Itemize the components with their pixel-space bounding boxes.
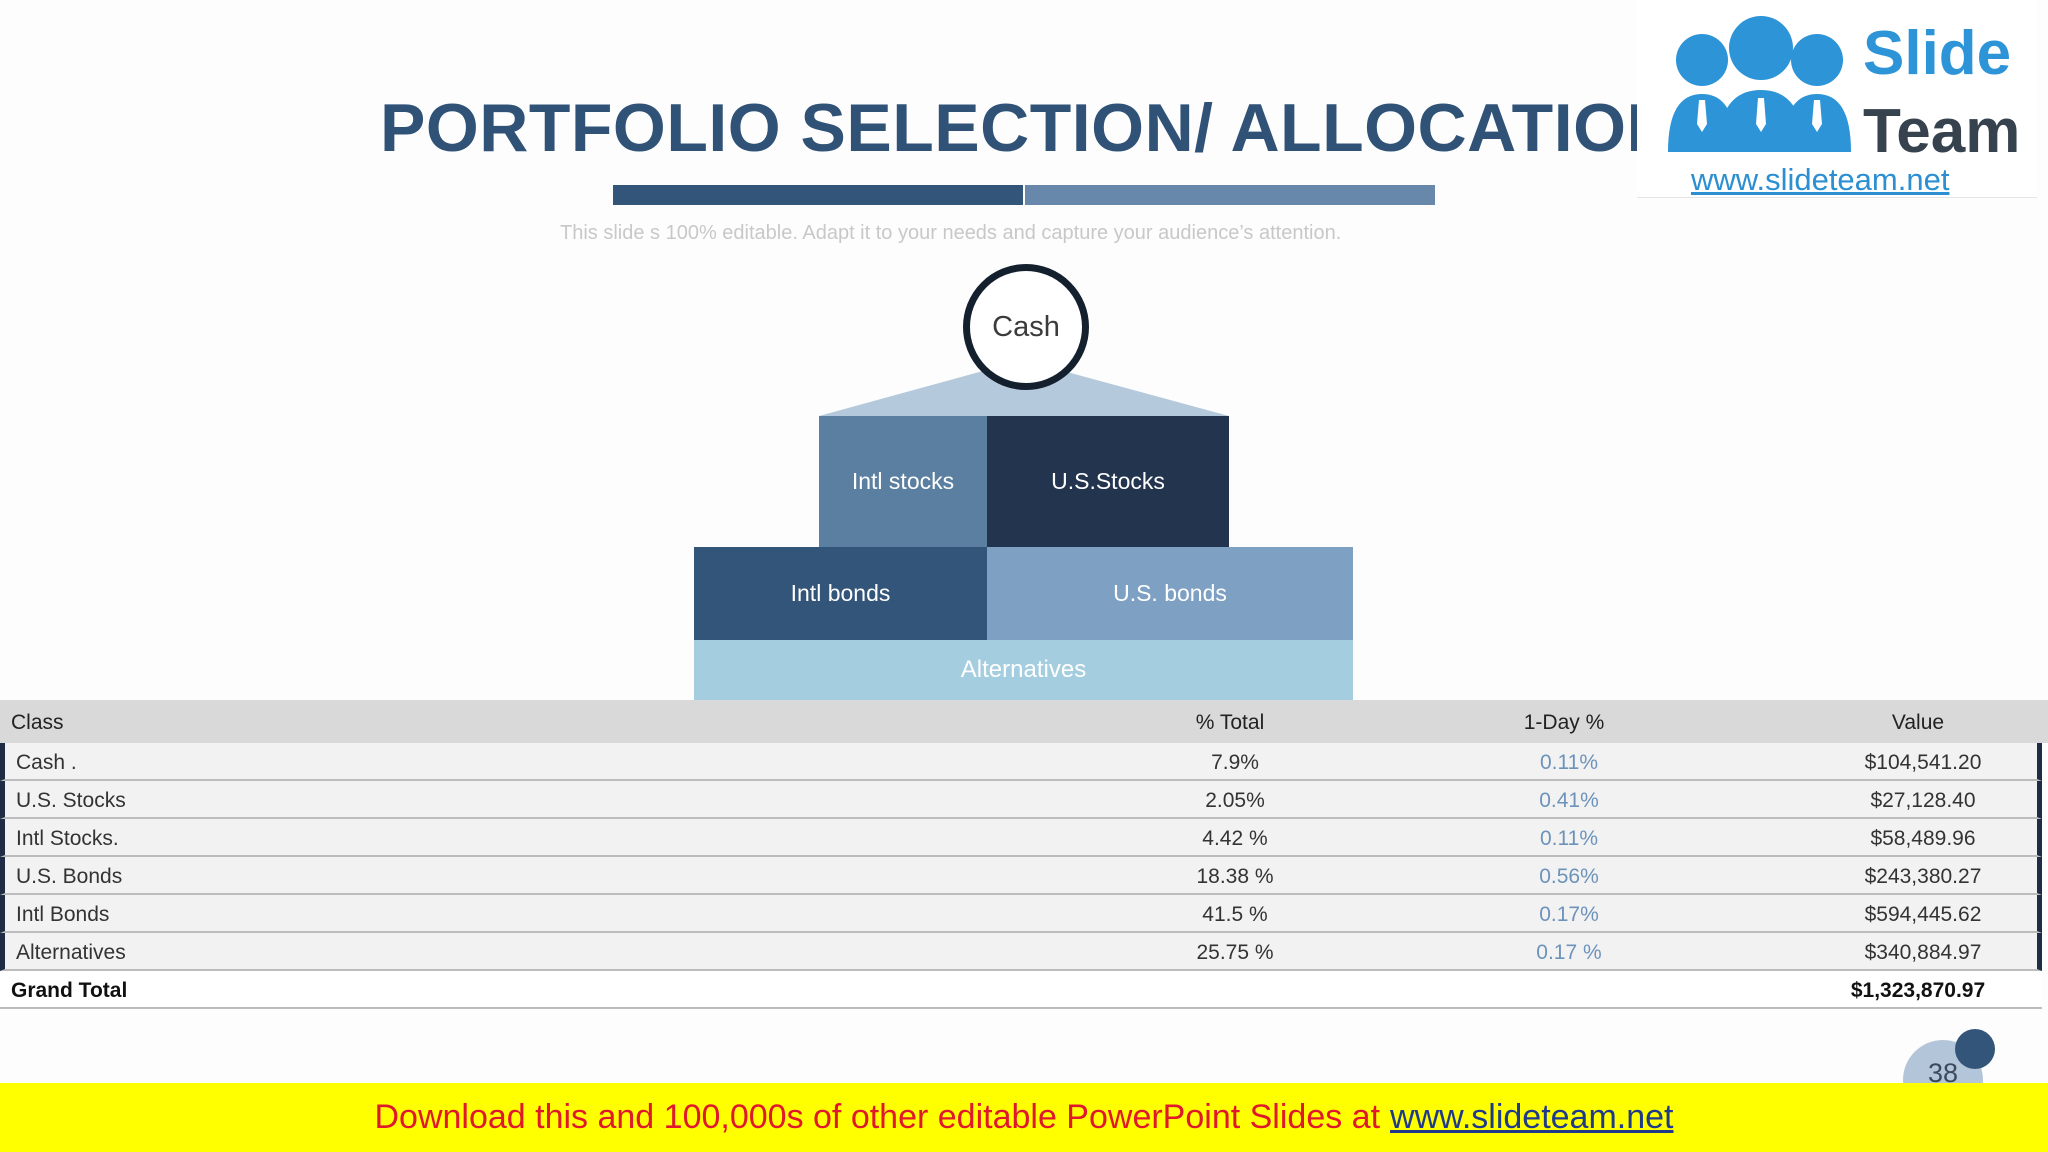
cell-value: $243,380.27 (1864, 865, 1982, 888)
table-row: Intl Stocks. 4.42 % 0.11% $58,489.96 (0, 819, 2042, 857)
logo-url-link[interactable]: www.slideteam.net (1691, 162, 1950, 197)
cell-1day-pct: 0.11% (1540, 751, 1598, 774)
pyramid-intl-stocks: Intl stocks (819, 416, 987, 547)
table-total-row: Grand Total $1,323,870.97 (0, 971, 2042, 1009)
cell-pct-total: 2.05% (1205, 789, 1265, 812)
cell-class: U.S. Bonds (16, 865, 123, 888)
people-icon (1668, 16, 1851, 152)
pyramid-us-bonds: U.S. bonds (987, 547, 1353, 640)
header-value: Value (1891, 711, 1945, 734)
header-1day-pct: 1-Day % (1523, 711, 1605, 734)
cell-1day-pct: 0.56% (1539, 865, 1599, 888)
cell-class: Intl Stocks. (16, 827, 119, 850)
total-value: $1,323,870.97 (1850, 979, 1986, 1002)
cell-value: $104,541.20 (1864, 751, 1982, 774)
cell-value: $27,128.40 (1870, 789, 1976, 812)
banner-text: Download this and 100,000s of other edit… (374, 1098, 1381, 1136)
pyramid-cash-circle: Cash (963, 264, 1089, 390)
header-class: Class (11, 711, 64, 734)
cell-pct-total: 7.9% (1211, 751, 1259, 774)
title-underline-left (613, 185, 1023, 205)
table-row: Alternatives 25.75 % 0.17 % $340,884.97 (0, 933, 2042, 971)
cell-1day-pct: 0.41% (1539, 789, 1599, 812)
cell-1day-pct: 0.11% (1540, 827, 1598, 850)
banner-link[interactable]: www.slideteam.net (1390, 1098, 1674, 1136)
cell-pct-total: 25.75 % (1196, 941, 1274, 964)
total-label: Grand Total (11, 979, 128, 1002)
slide-subtitle: This slide s 100% editable. Adapt it to … (560, 222, 1342, 244)
title-underline-right (1025, 185, 1435, 205)
header-pct-total: % Total (1195, 711, 1265, 734)
pyramid-intl-bonds: Intl bonds (694, 547, 987, 640)
pyramid-alternatives: Alternatives (694, 640, 1353, 700)
cell-value: $594,445.62 (1864, 903, 1982, 926)
logo-word-team: Team (1863, 97, 2021, 166)
slide-title: PORTFOLIO SELECTION/ ALLOCATION (380, 90, 1677, 166)
cell-value: $58,489.96 (1870, 827, 1976, 850)
cell-pct-total: 41.5 % (1202, 903, 1268, 926)
cell-1day-pct: 0.17 % (1536, 941, 1602, 964)
cell-class: Alternatives (16, 941, 126, 964)
pyramid-us-stocks: U.S.Stocks (987, 416, 1229, 547)
cell-class: Intl Bonds (16, 903, 110, 926)
cell-class: U.S. Stocks (16, 789, 126, 812)
cell-class: Cash . (16, 751, 77, 774)
cell-value: $340,884.97 (1864, 941, 1982, 964)
cell-1day-pct: 0.17% (1539, 903, 1599, 926)
cell-pct-total: 4.42 % (1202, 827, 1268, 850)
slideteam-logo[interactable]: Slide Team www.slideteam.net (1637, 0, 2037, 198)
logo-word-slide: Slide (1863, 19, 2012, 88)
table-row: U.S. Stocks 2.05% 0.41% $27,128.40 (0, 781, 2042, 819)
table-row: Cash . 7.9% 0.11% $104,541.20 (0, 743, 2042, 781)
download-banner: Download this and 100,000s of other edit… (0, 1083, 2048, 1152)
table-row: Intl Bonds 41.5 % 0.17% $594,445.62 (0, 895, 2042, 933)
cell-pct-total: 18.38 % (1196, 865, 1274, 888)
page-number-dot (1955, 1029, 1995, 1069)
table-header: Class % Total 1-Day % Value (0, 700, 2048, 743)
table-row: U.S. Bonds 18.38 % 0.56% $243,380.27 (0, 857, 2042, 895)
